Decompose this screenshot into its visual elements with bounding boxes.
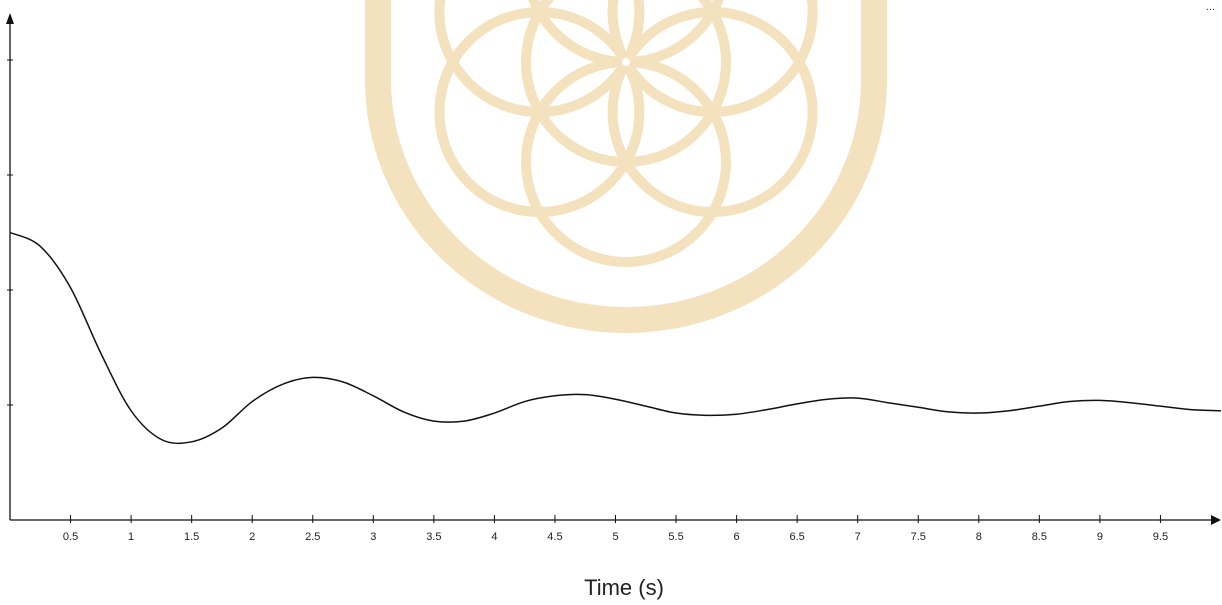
y-ticks xyxy=(7,59,13,406)
x-tick-label: 8 xyxy=(976,531,982,543)
x-tick-label: 5 xyxy=(612,531,618,543)
x-tick-label: 1 xyxy=(128,531,134,543)
x-tick-label: 7.5 xyxy=(911,531,926,543)
watermark-petal-circle xyxy=(607,7,818,217)
watermark-center-dot xyxy=(616,52,636,72)
seed-of-life-logo-watermark xyxy=(365,0,887,333)
x-tick-label: 6.5 xyxy=(790,531,805,543)
watermark-petal-circle xyxy=(434,0,645,117)
x-tick-label: 8.5 xyxy=(1032,531,1047,543)
series-line xyxy=(9,231,1222,445)
x-tick-label: 5.5 xyxy=(668,531,683,543)
y-axis-arrow xyxy=(6,13,14,24)
x-axis-title: Time (s) xyxy=(584,575,664,600)
x-tick-label: 6 xyxy=(734,531,740,543)
x-tick-label: 3 xyxy=(370,531,376,543)
series-group xyxy=(9,231,1222,445)
header-text: ... xyxy=(1206,1,1215,13)
x-tick-label: 4 xyxy=(491,531,497,543)
x-tick-label: 9 xyxy=(1097,531,1103,543)
x-tick-label: 2 xyxy=(249,531,255,543)
x-tick-label: 4.5 xyxy=(547,531,562,543)
x-ticks: 0.5 1 1.5 2 2.5 3 3.5 4 4.5 5 5.5 6 6.5 7 7.5 8 8.5 9 9.5 xyxy=(63,515,1168,543)
watermark-center-circle xyxy=(521,0,731,167)
axes xyxy=(6,13,1221,525)
x-tick-label: 1.5 xyxy=(184,531,199,543)
x-tick-label: 9.5 xyxy=(1153,531,1168,543)
watermark-petal-circle xyxy=(607,0,818,117)
x-tick-label: 3.5 xyxy=(426,531,441,543)
x-tick-label: 7 xyxy=(855,531,861,543)
watermark-outer-ring xyxy=(365,0,887,333)
x-tick-label: 0.5 xyxy=(63,531,78,543)
x-tick-label: 2.5 xyxy=(305,531,320,543)
x-axis-arrow xyxy=(1211,515,1221,525)
